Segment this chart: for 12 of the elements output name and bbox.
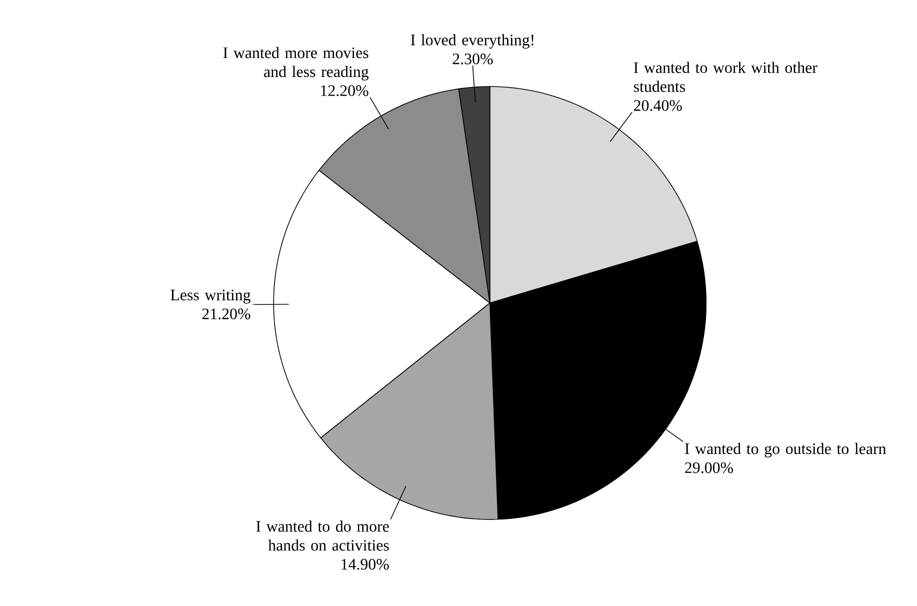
data-label: 21.20%	[202, 308, 250, 320]
data-label: 20.40%	[634, 100, 682, 111]
data-label: 12.20%	[321, 85, 368, 96]
slice-label: I wanted more movies and less reading	[223, 46, 369, 80]
data-label: 14.90%	[342, 558, 389, 570]
slice-label: I wanted to do more hands on activities	[256, 520, 389, 551]
data-label: 29.00%	[685, 462, 734, 474]
data-label: 2.30%	[452, 54, 493, 64]
slice-label: Less writing	[170, 290, 250, 304]
slice-label: I loved everything!	[410, 34, 534, 49]
slice-label: I wanted to go outside to learn	[684, 442, 886, 458]
slice-label: I wanted to work with other students	[634, 62, 818, 92]
